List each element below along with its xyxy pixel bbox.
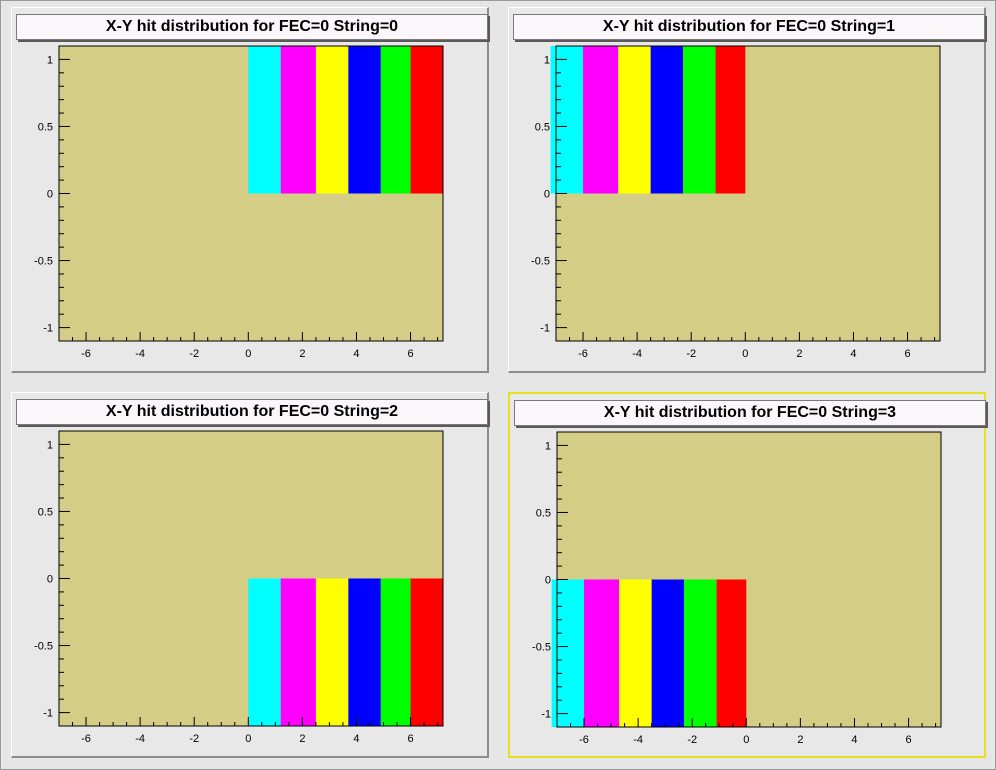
- band-blue: [650, 46, 684, 194]
- x-tick-label: -6: [81, 348, 91, 360]
- plot-area[interactable]: -6 -4 -2 0 2 4 6 -1 -0.5 0 0.5 1: [509, 8, 987, 374]
- x-tick-label: 6: [905, 734, 911, 746]
- y-tick-label: 0: [544, 189, 550, 201]
- band-green: [380, 578, 411, 726]
- x-tick-label: -2: [687, 734, 697, 746]
- plot-title: X-Y hit distribution for FEC=0 String=0: [16, 14, 488, 40]
- plot-title: X-Y hit distribution for FEC=0 String=1: [513, 14, 985, 40]
- pad-string-3[interactable]: X-Y hit distribution for FEC=0 String=3 …: [508, 392, 986, 758]
- band-blue: [348, 46, 381, 194]
- y-tick-label: -1: [541, 709, 551, 721]
- y-tick-label: -0.5: [531, 256, 550, 268]
- x-tick-label: 2: [796, 348, 802, 360]
- y-tick-label: 1: [545, 440, 551, 452]
- x-tick-label: 2: [299, 348, 305, 360]
- x-tick-label: -6: [579, 734, 589, 746]
- band-cyan: [550, 46, 584, 194]
- x-tick-label: 2: [299, 733, 305, 745]
- x-tick-label: -4: [632, 348, 642, 360]
- band-green: [380, 46, 411, 194]
- plot-area[interactable]: -6 -4 -2 0 2 4 6 -1 -0.5 0 0.5 1: [510, 394, 988, 760]
- band-red: [410, 578, 443, 726]
- plot-area[interactable]: -6 -4 -2 0 2 4 6 -1 -0.5 0 0.5 1: [12, 393, 490, 759]
- pad-string-1[interactable]: X-Y hit distribution for FEC=0 String=1 …: [508, 7, 986, 373]
- y-tick-label: -0.5: [34, 256, 53, 268]
- x-tick-label: 4: [353, 733, 359, 745]
- band-yellow: [618, 46, 651, 194]
- x-tick-label: -2: [189, 348, 199, 360]
- band-magenta: [280, 46, 316, 194]
- y-tick-label: -1: [43, 323, 53, 335]
- x-tick-label: 4: [353, 348, 359, 360]
- y-tick-label: 1: [47, 439, 53, 451]
- band-yellow: [315, 578, 349, 726]
- y-tick-label: 0: [47, 189, 53, 201]
- band-cyan: [551, 579, 585, 727]
- pad-string-2[interactable]: X-Y hit distribution for FEC=0 String=2 …: [11, 392, 489, 758]
- band-magenta: [584, 579, 620, 727]
- x-tick-label: -4: [633, 734, 643, 746]
- x-tick-label: -4: [135, 733, 145, 745]
- x-tick-label: -2: [189, 733, 199, 745]
- band-red: [715, 46, 746, 194]
- y-tick-label: 0.5: [536, 507, 551, 519]
- band-yellow: [619, 579, 652, 727]
- band-red: [716, 579, 747, 727]
- band-cyan: [248, 46, 281, 194]
- plot-area[interactable]: -6 -4 -2 0 2 4 6 -1 -0.5 0 0.5 1: [12, 8, 490, 374]
- x-tick-label: 6: [904, 348, 910, 360]
- band-green: [683, 46, 716, 194]
- y-tick-label: 0.5: [38, 506, 53, 518]
- x-tick-label: -6: [81, 733, 91, 745]
- band-blue: [651, 579, 685, 727]
- y-tick-label: 0.5: [535, 121, 550, 133]
- y-tick-label: 0: [545, 575, 551, 587]
- band-red: [410, 46, 443, 194]
- band-green: [684, 579, 717, 727]
- band-cyan: [248, 578, 281, 726]
- x-tick-label: 2: [797, 734, 803, 746]
- band-magenta: [583, 46, 619, 194]
- y-tick-label: -1: [43, 708, 53, 720]
- y-tick-label: 1: [544, 54, 550, 66]
- x-tick-label: 0: [742, 348, 748, 360]
- y-tick-label: -0.5: [532, 642, 551, 654]
- pad-string-0[interactable]: X-Y hit distribution for FEC=0 String=0 …: [11, 7, 489, 373]
- x-tick-label: 6: [407, 348, 413, 360]
- y-tick-label: -0.5: [34, 641, 53, 653]
- x-tick-label: 0: [245, 733, 251, 745]
- x-tick-label: 4: [850, 348, 856, 360]
- x-tick-label: -6: [578, 348, 588, 360]
- y-tick-label: 1: [47, 54, 53, 66]
- x-tick-label: 0: [743, 734, 749, 746]
- band-yellow: [315, 46, 349, 194]
- x-tick-label: 6: [407, 733, 413, 745]
- y-tick-label: 0: [47, 574, 53, 586]
- x-tick-label: -2: [686, 348, 696, 360]
- band-magenta: [280, 578, 316, 726]
- plot-title: X-Y hit distribution for FEC=0 String=3: [514, 400, 986, 426]
- plot-title: X-Y hit distribution for FEC=0 String=2: [16, 399, 488, 425]
- band-blue: [348, 578, 381, 726]
- x-tick-label: -4: [135, 348, 145, 360]
- x-tick-label: 0: [245, 348, 251, 360]
- x-tick-label: 4: [851, 734, 857, 746]
- y-tick-label: 0.5: [38, 121, 53, 133]
- y-tick-label: -1: [540, 323, 550, 335]
